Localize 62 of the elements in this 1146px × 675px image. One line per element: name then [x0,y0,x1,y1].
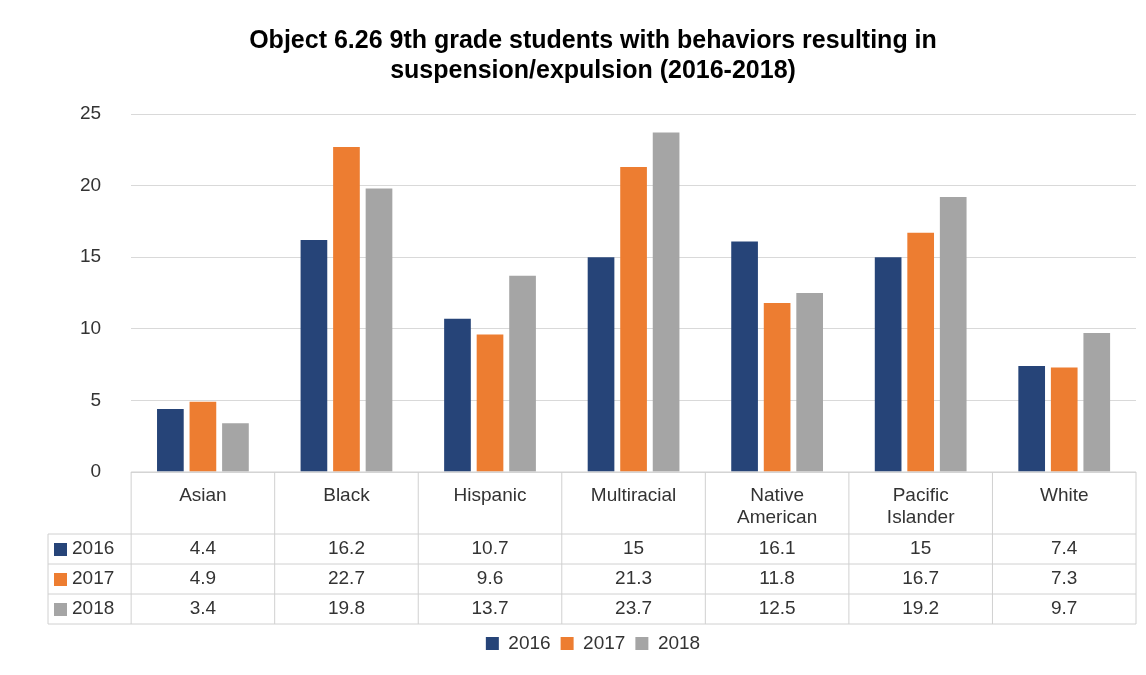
x-tick-label: Pacific Islander [886,483,956,528]
bar [1083,333,1111,472]
bar [939,197,967,472]
bar [476,334,504,472]
x-tick-label: Hispanic [453,483,527,505]
data-label: 22.7 [327,567,365,589]
data-label: 9.6 [476,567,504,589]
chart-title: Object 6.26 9th grade students with behaviors resulting in suspension/expulsion (2016-2018) [249,24,937,83]
bar [731,241,758,472]
data-label: 19.2 [902,597,940,619]
text: 2017 [583,631,626,653]
y-tick-label: 10 [79,317,102,339]
y-tick-label: 0 [90,460,102,482]
y-tick-label: 25 [79,102,102,124]
y-tick-label: 15 [79,245,102,267]
bar [620,166,647,472]
data-label: 12.5 [758,597,796,619]
data-label: 19.8 [327,597,365,619]
data-label: 15 [623,537,645,559]
bar [763,303,791,472]
legend-label: 2017 [72,567,115,589]
bar [509,275,536,472]
bar [157,408,184,472]
y-tick-label: 20 [79,173,102,195]
data-label: 13.7 [471,597,509,619]
bar [652,132,680,472]
data-label: 11.8 [759,567,795,589]
bar [796,293,823,472]
text: 2018 [72,597,115,619]
bar [907,232,935,472]
data-label: 9.7 [1051,597,1078,619]
x-tick-label: Multiracial [590,483,677,505]
bar [1018,366,1046,472]
bar [1050,367,1078,472]
data-label: 15 [910,537,932,559]
data-label: 16.7 [902,567,940,589]
data-label: 7.4 [1051,537,1078,559]
bar [365,188,393,472]
x-tick-label: Black [323,483,371,505]
bar [874,257,902,472]
x-tick-label: Native American [736,483,818,528]
data-label: 16.2 [327,537,365,559]
data-label: 3.4 [189,597,217,619]
data-label: 4.4 [189,537,217,559]
data-label: 10.7 [471,537,509,559]
bar [222,423,249,472]
x-tick-label: White [1039,483,1089,505]
data-label: 4.9 [189,567,217,589]
data-label: 21.3 [615,567,653,589]
bar [189,401,217,472]
y-tick-label: 5 [90,388,102,410]
bar [300,240,328,472]
data-label: 23.7 [615,597,653,619]
data-label: 16.1 [758,537,796,559]
bar [587,257,615,472]
legend-label: 2018 [657,631,701,653]
text: 2016 [508,631,551,653]
x-tick-label: Asian [179,483,227,505]
data-label: 7.3 [1051,567,1078,589]
bar [333,146,360,472]
bar [444,318,471,472]
legend-label: 2016 [72,537,115,559]
